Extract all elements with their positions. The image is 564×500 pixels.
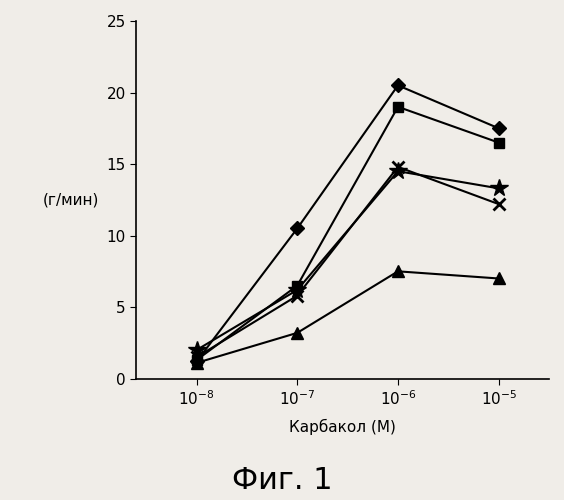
- Text: Фиг. 1: Фиг. 1: [232, 466, 332, 495]
- X-axis label: Карбакол (М): Карбакол (М): [289, 419, 396, 435]
- Y-axis label: (г/мин): (г/мин): [43, 192, 100, 208]
